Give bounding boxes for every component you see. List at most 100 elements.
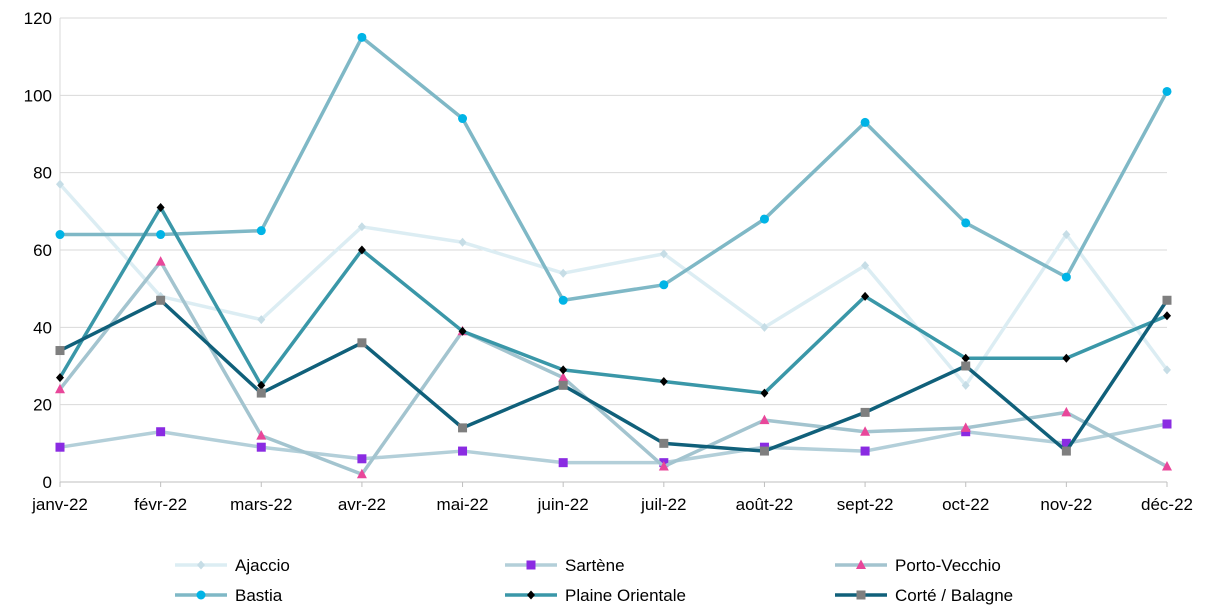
- data-point: [458, 237, 467, 247]
- y-tick-label: 60: [33, 241, 52, 260]
- data-point: [860, 407, 870, 417]
- data-point: [156, 427, 166, 437]
- legend-swatch-marker: [527, 590, 535, 600]
- data-point: [1163, 311, 1171, 321]
- data-point: [56, 373, 64, 383]
- data-point: [155, 256, 166, 266]
- data-point: [256, 430, 267, 440]
- data-point: [458, 446, 468, 456]
- legend-label: Ajaccio: [235, 556, 290, 575]
- data-point: [961, 218, 971, 228]
- data-point: [1062, 230, 1071, 240]
- data-point: [1061, 272, 1071, 282]
- series-line: [58, 205, 1168, 395]
- legend-item: Plaine Orientale: [505, 586, 686, 605]
- y-tick-label: 40: [33, 318, 52, 337]
- series-plaine-orientale: [56, 202, 1171, 398]
- data-point: [458, 114, 468, 124]
- x-axis: janv-22 févr-22 mars-22 avr-22 mai-22 juin-22…: [31, 481, 1193, 514]
- series-line: [58, 259, 1168, 477]
- x-tick-label: nov-22: [1040, 495, 1092, 514]
- data-point: [659, 376, 668, 386]
- x-tick-label: oct-22: [942, 495, 989, 514]
- data-point: [357, 222, 366, 232]
- data-point: [55, 383, 65, 394]
- data-point: [156, 295, 166, 305]
- data-point: [55, 442, 65, 452]
- data-point: [458, 326, 467, 336]
- legend-swatch-marker: [197, 560, 205, 570]
- legend-label: Porto-Vecchio: [895, 556, 1001, 575]
- legend-label: Corté / Balagne: [895, 586, 1013, 605]
- data-point: [961, 353, 970, 363]
- data-point: [558, 458, 568, 468]
- x-tick-label: juin-22: [537, 495, 589, 514]
- series-bastia: [55, 32, 1172, 305]
- series-sart-ne: [55, 419, 1172, 468]
- x-tick-label: sept-22: [837, 495, 894, 514]
- data-point: [860, 446, 870, 456]
- legend-swatch-marker: [856, 590, 866, 600]
- data-point: [357, 454, 367, 464]
- legend: Ajaccio Sartène Porto-Vecchio Bastia Plaine …: [175, 556, 1013, 605]
- series-line: [58, 183, 1169, 388]
- data-point: [56, 179, 64, 189]
- x-tick-label: févr-22: [134, 495, 187, 514]
- data-point: [558, 295, 568, 305]
- data-point: [257, 315, 266, 325]
- data-point: [1162, 461, 1172, 471]
- data-point: [558, 380, 568, 390]
- series-line: [59, 298, 1169, 453]
- series-line: [59, 422, 1168, 465]
- data-point: [760, 388, 769, 398]
- data-point: [357, 32, 367, 42]
- legend-swatch-marker: [196, 590, 206, 600]
- legend-label: Bastia: [235, 586, 283, 605]
- data-point: [55, 346, 65, 356]
- data-point: [156, 230, 166, 240]
- data-point: [1061, 446, 1071, 456]
- y-tick-label: 100: [24, 86, 52, 105]
- series-cort-balagne: [55, 295, 1172, 456]
- y-tick-label: 80: [33, 164, 52, 183]
- x-tick-label: déc-22: [1141, 495, 1193, 514]
- data-point: [357, 338, 367, 348]
- data-point: [659, 249, 668, 259]
- data-point: [256, 442, 266, 452]
- data-point: [861, 260, 870, 270]
- data-point: [861, 291, 870, 301]
- y-tick-label: 0: [43, 473, 52, 492]
- data-point: [961, 380, 970, 390]
- data-point: [658, 461, 669, 471]
- data-point: [256, 226, 266, 236]
- series-group: [55, 32, 1172, 479]
- series-porto-vecchio: [55, 256, 1172, 479]
- x-tick-label: janv-22: [31, 495, 88, 514]
- y-tick-label: 120: [24, 9, 52, 28]
- grid-lines: [60, 17, 1167, 406]
- data-point: [760, 322, 769, 332]
- data-point: [759, 214, 769, 224]
- data-point: [156, 202, 165, 212]
- x-tick-label: août-22: [736, 495, 794, 514]
- data-point: [1163, 365, 1171, 375]
- x-tick-label: mars-22: [230, 495, 292, 514]
- data-point: [1061, 438, 1071, 448]
- data-point: [559, 365, 568, 375]
- data-point: [55, 230, 65, 240]
- x-tick-label: avr-22: [338, 495, 386, 514]
- data-point: [960, 422, 971, 432]
- data-point: [458, 423, 468, 433]
- data-point: [256, 388, 266, 398]
- data-point: [759, 414, 770, 425]
- y-tick-label: 20: [33, 396, 52, 415]
- legend-item: Ajaccio: [175, 556, 290, 575]
- data-point: [659, 280, 669, 290]
- data-point: [1162, 295, 1172, 305]
- data-point: [558, 372, 569, 382]
- legend-item: Corté / Balagne: [835, 586, 1013, 605]
- legend-label: Plaine Orientale: [565, 586, 686, 605]
- data-point: [1162, 86, 1172, 96]
- data-point: [559, 268, 568, 278]
